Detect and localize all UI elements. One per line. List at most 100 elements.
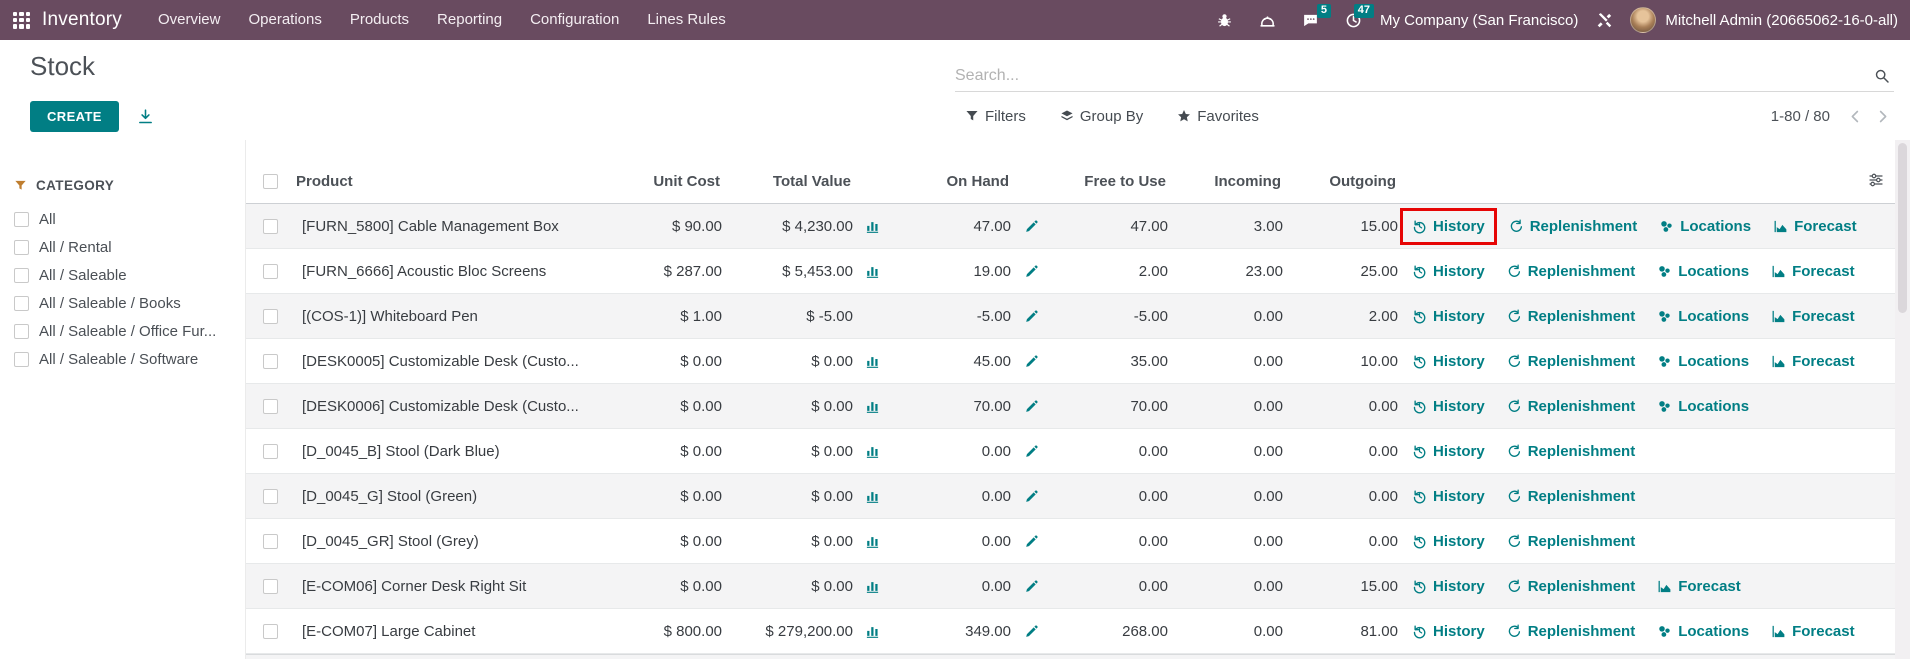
row-checkbox[interactable] [263,489,278,504]
prev-icon[interactable] [1844,105,1867,128]
replenishment-button[interactable]: Replenishment [1497,438,1646,465]
forecast-button[interactable]: Forecast [1647,573,1751,600]
edit-icon[interactable] [1024,489,1039,504]
locations-button[interactable]: Locations [1647,258,1759,285]
select-all-checkbox[interactable] [263,174,278,189]
category-checkbox[interactable] [14,212,29,227]
replenishment-button[interactable]: Replenishment [1497,258,1646,285]
table-row[interactable]: [D_0045_G] Stool (Green)$ 0.00$ 0.000.00… [246,474,1910,519]
next-icon[interactable] [1871,105,1894,128]
dial-icon[interactable] [1251,0,1285,40]
create-button[interactable]: CREATE [30,101,119,132]
row-checkbox[interactable] [263,444,278,459]
valuation-chart-icon[interactable] [865,624,880,639]
valuation-chart-icon[interactable] [865,264,880,279]
table-row[interactable]: [(COS-1)] Whiteboard Pen$ 1.00$ -5.00-5.… [246,294,1910,339]
edit-icon[interactable] [1024,534,1039,549]
row-checkbox[interactable] [263,354,278,369]
col-free-to-use[interactable]: Free to Use [1051,173,1168,190]
bug-icon[interactable] [1208,0,1242,40]
row-checkbox[interactable] [263,624,278,639]
category-checkbox[interactable] [14,324,29,339]
replenishment-button[interactable]: Replenishment [1497,573,1646,600]
replenishment-button[interactable]: Replenishment [1497,348,1646,375]
history-button[interactable]: History [1402,573,1495,600]
locations-button[interactable]: Locations [1647,303,1759,330]
col-unit-cost[interactable]: Unit Cost [592,173,722,190]
nav-item-lines-rules[interactable]: Lines Rules [633,0,739,40]
tools-icon[interactable] [1587,0,1621,40]
history-button[interactable]: History [1400,208,1497,245]
col-product[interactable]: Product [294,173,592,190]
forecast-button[interactable]: Forecast [1761,618,1865,645]
clock-icon[interactable]: 47 [1337,0,1371,40]
nav-item-operations[interactable]: Operations [234,0,335,40]
user-menu[interactable]: Mitchell Admin (20665062-16-0-all) [1665,12,1898,29]
category-checkbox[interactable] [14,296,29,311]
table-row[interactable]: [DESK0005] Customizable Desk (Custo...$ … [246,339,1910,384]
replenishment-button[interactable]: Replenishment [1497,528,1646,555]
category-item-all-saleable-office-fur[interactable]: All / Saleable / Office Fur... [14,317,237,345]
vertical-scrollbar[interactable] [1895,140,1910,659]
col-incoming[interactable]: Incoming [1168,173,1283,190]
category-item-all[interactable]: All [14,205,237,233]
valuation-chart-icon[interactable] [865,579,880,594]
valuation-chart-icon[interactable] [865,354,880,369]
favorites-button[interactable]: Favorites [1167,102,1269,131]
replenishment-button[interactable]: Replenishment [1497,483,1646,510]
category-checkbox[interactable] [14,240,29,255]
optional-columns-icon[interactable] [1868,172,1884,188]
table-row[interactable]: [DESK0006] Customizable Desk (Custo...$ … [246,384,1910,429]
row-checkbox[interactable] [263,219,278,234]
forecast-button[interactable]: Forecast [1761,303,1865,330]
row-checkbox[interactable] [263,264,278,279]
valuation-chart-icon[interactable] [865,219,880,234]
edit-icon[interactable] [1024,399,1039,414]
history-button[interactable]: History [1402,618,1495,645]
download-icon[interactable] [137,108,154,125]
valuation-chart-icon[interactable] [865,489,880,504]
history-button[interactable]: History [1402,438,1495,465]
row-checkbox[interactable] [263,534,278,549]
history-button[interactable]: History [1402,483,1495,510]
forecast-button[interactable]: Forecast [1761,348,1865,375]
valuation-chart-icon[interactable] [865,399,880,414]
app-brand[interactable]: Inventory [42,9,122,31]
edit-icon[interactable] [1024,264,1039,279]
table-row[interactable]: [D_0045_GR] Stool (Grey)$ 0.00$ 0.000.00… [246,519,1910,564]
col-total-value[interactable]: Total Value [722,173,853,190]
row-checkbox[interactable] [263,309,278,324]
search-icon[interactable] [1870,68,1894,84]
edit-icon[interactable] [1024,624,1039,639]
history-button[interactable]: History [1402,528,1495,555]
history-button[interactable]: History [1402,258,1495,285]
groupby-button[interactable]: Group By [1050,102,1153,131]
scrollbar-thumb[interactable] [1898,143,1907,313]
forecast-button[interactable]: Forecast [1763,213,1867,240]
table-row[interactable]: [E-COM07] Large Cabinet$ 800.00$ 279,200… [246,609,1910,654]
forecast-button[interactable]: Forecast [1761,258,1865,285]
row-checkbox[interactable] [263,399,278,414]
search-input[interactable] [955,67,1870,85]
history-button[interactable]: History [1402,348,1495,375]
col-on-hand[interactable]: On Hand [891,173,1011,190]
nav-item-products[interactable]: Products [336,0,423,40]
avatar[interactable] [1630,7,1656,33]
row-checkbox[interactable] [263,579,278,594]
edit-icon[interactable] [1024,444,1039,459]
edit-icon[interactable] [1024,219,1039,234]
table-row[interactable]: [FURN_6666] Acoustic Bloc Screens$ 287.0… [246,249,1910,294]
apps-grid-icon[interactable] [13,12,30,29]
locations-button[interactable]: Locations [1647,393,1759,420]
history-button[interactable]: History [1402,303,1495,330]
locations-button[interactable]: Locations [1647,348,1759,375]
nav-item-overview[interactable]: Overview [144,0,235,40]
locations-button[interactable]: Locations [1649,213,1761,240]
col-outgoing[interactable]: Outgoing [1283,173,1398,190]
chat-icon[interactable]: 5 [1294,0,1328,40]
valuation-chart-icon[interactable] [865,534,880,549]
nav-item-reporting[interactable]: Reporting [423,0,516,40]
history-button[interactable]: History [1402,393,1495,420]
replenishment-button[interactable]: Replenishment [1499,213,1648,240]
table-row[interactable]: [D_0045_B] Stool (Dark Blue)$ 0.00$ 0.00… [246,429,1910,474]
